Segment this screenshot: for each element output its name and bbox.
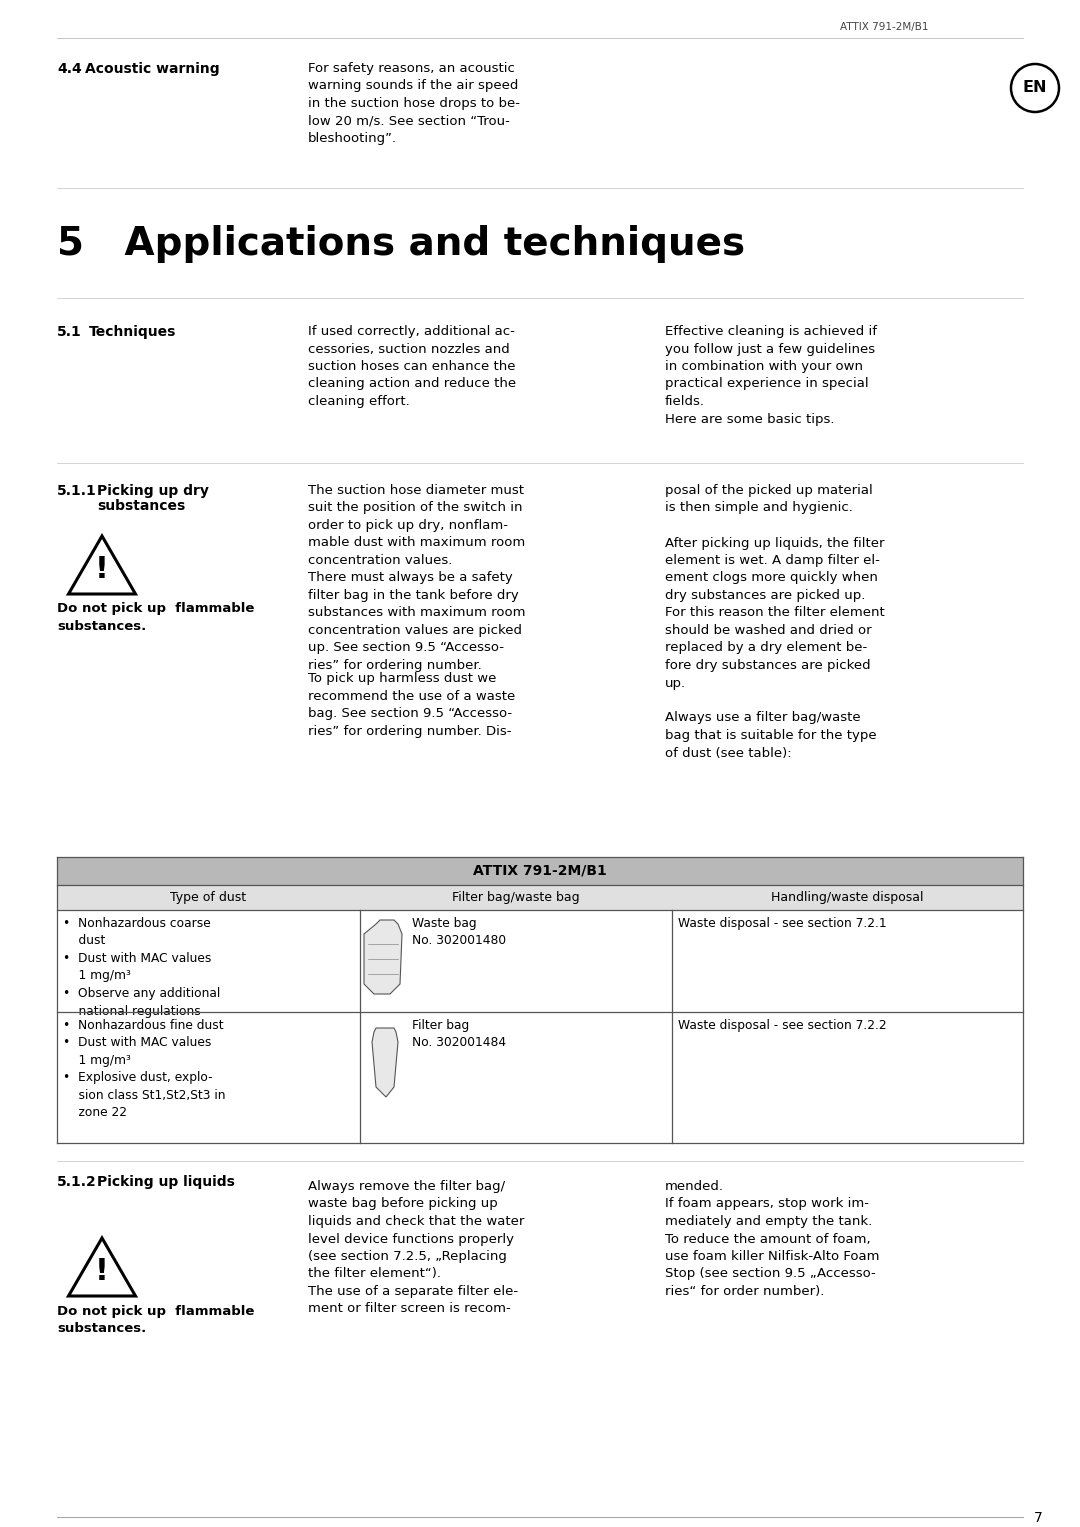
Text: Filter bag
No. 302001484: Filter bag No. 302001484: [411, 1019, 507, 1049]
Text: 4.4: 4.4: [57, 63, 82, 76]
Bar: [57, 886, 1023, 910]
Text: Picking up liquids: Picking up liquids: [97, 1174, 234, 1190]
Text: Do not pick up  flammable
substances.: Do not pick up flammable substances.: [57, 1306, 255, 1336]
Text: For safety reasons, an acoustic
warning sounds if the air speed
in the suction h: For safety reasons, an acoustic warning …: [308, 63, 519, 145]
Text: Waste disposal - see section 7.2.1: Waste disposal - see section 7.2.1: [678, 918, 887, 930]
Text: Waste disposal - see section 7.2.2: Waste disposal - see section 7.2.2: [678, 1019, 887, 1032]
Text: Handling/waste disposal: Handling/waste disposal: [771, 890, 923, 904]
Text: Acoustic warning: Acoustic warning: [85, 63, 219, 76]
Polygon shape: [372, 1028, 399, 1096]
Text: !: !: [95, 554, 109, 583]
Text: Filter bag/waste bag: Filter bag/waste bag: [453, 890, 580, 904]
Text: 7: 7: [1034, 1512, 1042, 1525]
Text: substances: substances: [97, 499, 186, 513]
Text: •  Nonhazardous fine dust
•  Dust with MAC values
    1 mg/m³
•  Explosive dust,: • Nonhazardous fine dust • Dust with MAC…: [63, 1019, 226, 1119]
Text: Techniques: Techniques: [89, 325, 176, 339]
Text: ATTIX 791-2M/B1: ATTIX 791-2M/B1: [840, 21, 929, 32]
Text: Always remove the filter bag/
waste bag before picking up
liquids and check that: Always remove the filter bag/ waste bag …: [308, 1180, 525, 1315]
Circle shape: [1011, 64, 1059, 111]
Text: 5.1: 5.1: [57, 325, 82, 339]
Text: Do not pick up  flammable
substances.: Do not pick up flammable substances.: [57, 602, 255, 632]
Bar: [57, 857, 1023, 886]
Text: 5   Applications and techniques: 5 Applications and techniques: [57, 224, 745, 263]
Text: !: !: [95, 1257, 109, 1286]
Text: The suction hose diameter must
suit the position of the switch in
order to pick : The suction hose diameter must suit the …: [308, 484, 526, 672]
Text: EN: EN: [1023, 81, 1048, 96]
Text: •  Nonhazardous coarse
    dust
•  Dust with MAC values
    1 mg/m³
•  Observe a: • Nonhazardous coarse dust • Dust with M…: [63, 918, 220, 1017]
Text: 5.1.2: 5.1.2: [57, 1174, 97, 1190]
Polygon shape: [364, 919, 402, 994]
Text: Waste bag
No. 302001480: Waste bag No. 302001480: [411, 918, 507, 947]
Text: 5.1.1: 5.1.1: [57, 484, 97, 498]
Text: Type of dust: Type of dust: [171, 890, 246, 904]
Text: Picking up dry: Picking up dry: [97, 484, 208, 498]
Text: To pick up harmless dust we
recommend the use of a waste
bag. See section 9.5 “A: To pick up harmless dust we recommend th…: [308, 672, 515, 738]
Text: posal of the picked up material
is then simple and hygienic.

After picking up l: posal of the picked up material is then …: [665, 484, 885, 759]
Text: mended.
If foam appears, stop work im-
mediately and empty the tank.
To reduce t: mended. If foam appears, stop work im- m…: [665, 1180, 879, 1298]
Text: If used correctly, additional ac-
cessories, suction nozzles and
suction hoses c: If used correctly, additional ac- cessor…: [308, 325, 516, 408]
Text: ATTIX 791-2M/B1: ATTIX 791-2M/B1: [473, 864, 607, 878]
Text: Effective cleaning is achieved if
you follow just a few guidelines
in combinatio: Effective cleaning is achieved if you fo…: [665, 325, 877, 426]
